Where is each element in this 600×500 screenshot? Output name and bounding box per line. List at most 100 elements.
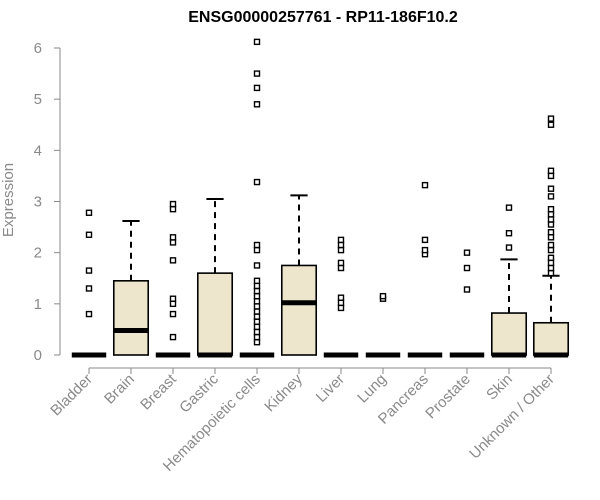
outlier-point: [169, 333, 177, 341]
outlier-point: [337, 241, 345, 249]
outlier-point: [169, 200, 177, 208]
outlier-point: [547, 254, 555, 261]
y-tick-label: 1: [34, 296, 42, 313]
y-tick-label: 6: [34, 40, 42, 57]
outlier-point: [253, 282, 261, 290]
outlier-point: [421, 236, 429, 244]
outlier-point: [547, 185, 555, 192]
outlier-point: [505, 244, 513, 251]
outlier-point: [337, 294, 345, 301]
x-tick-label: Bladder: [47, 371, 96, 420]
outlier-point: [169, 239, 177, 246]
box-gastric: [196, 197, 234, 358]
outlier-point: [421, 246, 429, 254]
outlier-point: [547, 216, 555, 223]
outlier-point: [547, 259, 555, 267]
outlier-point: [337, 299, 345, 307]
y-tick-label: 2: [34, 245, 42, 262]
box-body: [532, 321, 570, 356]
boxes-layer: [71, 38, 570, 358]
outlier-point: [547, 241, 555, 249]
outlier-point: [379, 292, 387, 300]
y-axis-title: Expression: [0, 163, 17, 237]
y-axis: 0 1 2 3 4 5 6: [34, 40, 61, 364]
outlier-point: [547, 269, 555, 277]
outlier-point: [547, 246, 555, 254]
x-tick-label: Breast: [137, 370, 180, 413]
outlier-point: [253, 339, 261, 346]
outlier-point: [337, 259, 345, 267]
outlier-point: [169, 300, 177, 308]
outlier-point: [253, 308, 261, 315]
outlier-point: [253, 241, 261, 249]
outlier-point: [253, 38, 261, 46]
box-kidney: [280, 194, 318, 356]
outlier-point: [547, 228, 555, 236]
box-body: [112, 280, 150, 356]
outlier-point: [463, 286, 471, 293]
y-tick-label: 3: [34, 194, 42, 211]
y-tick-label: 4: [34, 142, 42, 159]
box-pancreas: [407, 181, 443, 358]
outlier-point: [169, 205, 177, 213]
box-body: [280, 264, 318, 356]
outlier-point: [169, 234, 177, 241]
box-body: [196, 272, 234, 356]
outlier-point: [547, 234, 555, 241]
box-body: [490, 312, 528, 356]
outlier-point: [253, 333, 261, 341]
box-bladder: [71, 209, 107, 358]
outlier-point: [169, 295, 177, 302]
outlier-point: [547, 172, 555, 180]
outlier-point: [547, 211, 555, 218]
outlier-point: [253, 277, 261, 285]
box-liver: [323, 236, 359, 358]
outlier-point: [547, 221, 555, 228]
outlier-point: [547, 205, 555, 213]
box-breast: [155, 200, 191, 358]
box-lung: [365, 292, 401, 358]
outlier-point: [253, 292, 261, 300]
outlier-point: [547, 167, 555, 175]
outlier-point: [253, 328, 261, 336]
outlier-point: [547, 193, 555, 200]
outlier-point: [253, 318, 261, 325]
box-prostate: [449, 249, 485, 358]
outlier-point: [337, 236, 345, 244]
outlier-point: [253, 101, 261, 108]
y-tick-label: 5: [34, 91, 42, 108]
x-tick-label: Kidney: [261, 370, 306, 415]
outlier-point: [337, 264, 345, 272]
x-tick-label: Prostate: [422, 371, 474, 423]
outlier-point: [253, 303, 261, 310]
outlier-point: [169, 257, 177, 264]
outlier-point: [421, 181, 429, 189]
outlier-point: [463, 249, 471, 256]
chart-title: ENSG00000257761 - RP11-186F10.2: [188, 9, 458, 26]
outlier-point: [463, 264, 471, 272]
x-tick-label: Lung: [354, 371, 390, 407]
outlier-point: [85, 267, 93, 274]
outlier-point: [253, 70, 261, 77]
x-tick-label: Skin: [483, 371, 516, 404]
outlier-point: [85, 310, 93, 318]
outlier-point: [85, 285, 93, 292]
outlier-point: [337, 246, 345, 254]
outlier-point: [253, 298, 261, 305]
x-tick-label: Liver: [313, 371, 348, 406]
box-brain: [112, 219, 150, 356]
outlier-point: [253, 262, 261, 269]
outlier-point: [547, 264, 555, 272]
outlier-point: [253, 313, 261, 320]
outlier-point: [253, 178, 261, 186]
y-tick-label: 0: [34, 347, 42, 364]
outlier-point: [253, 287, 261, 295]
box-unknown-other: [532, 115, 570, 358]
outlier-point: [169, 310, 177, 318]
outlier-point: [253, 246, 261, 254]
outlier-point: [253, 323, 261, 331]
outlier-point: [85, 209, 93, 216]
outlier-point: [337, 304, 345, 312]
